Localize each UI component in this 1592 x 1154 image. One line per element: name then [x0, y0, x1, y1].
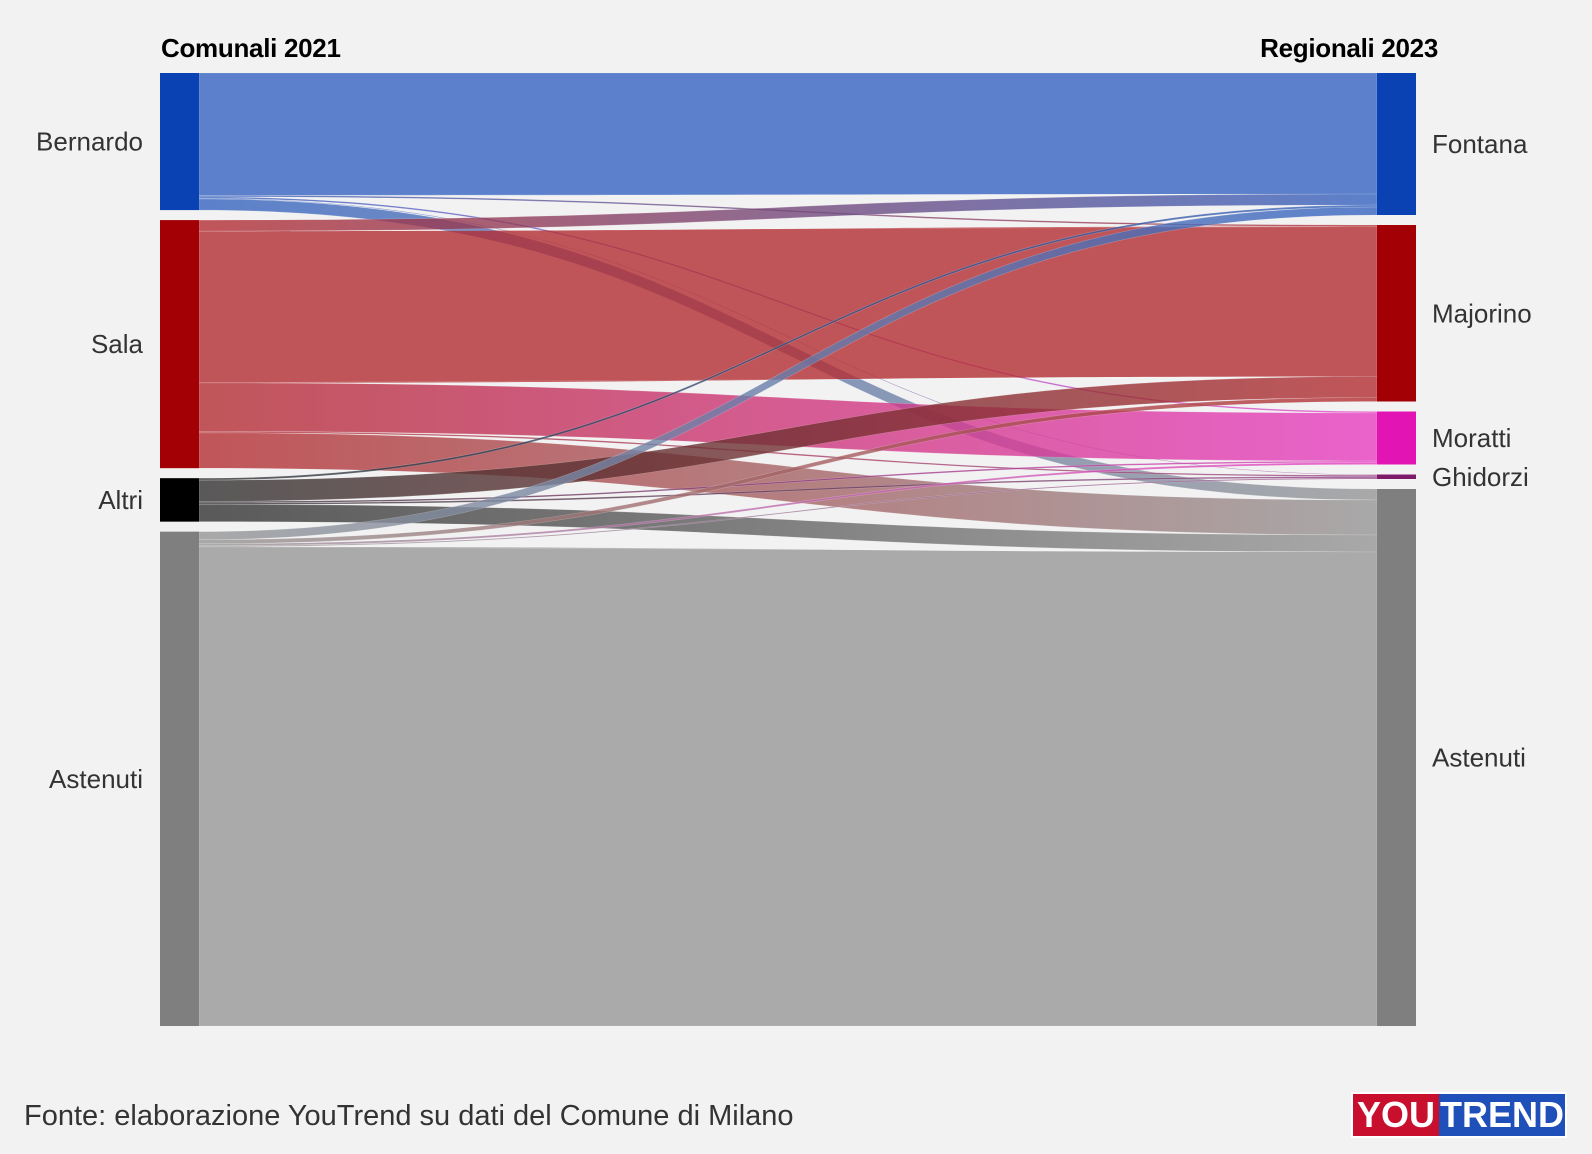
left-node-bernardo [160, 73, 199, 211]
right-node-ghidorzi [1377, 474, 1416, 479]
flow-astenuti-to-astenuti [198, 546, 1378, 1027]
right-column-header: Regionali 2023 [1260, 33, 1438, 63]
left-label-astenuti: Astenuti [49, 764, 143, 794]
source-note: Fonte: elaborazione YouTrend su dati del… [24, 1100, 794, 1132]
right-node-astenuti [1377, 489, 1416, 1026]
right-label-fontana: Fontana [1432, 129, 1528, 159]
left-node-altri [160, 478, 199, 522]
left-node-sala [160, 220, 199, 469]
right-label-moratti: Moratti [1432, 423, 1511, 453]
left-label-sala: Sala [91, 329, 144, 359]
sankey-chart: Bernardo Sala Altri Astenuti Fontana Majorino… [36, 72, 1532, 1027]
left-column-header: Comunali 2021 [161, 33, 341, 63]
left-node-astenuti [160, 531, 199, 1026]
node-labels: Bernardo Sala Altri Astenuti Fontana Majorino… [36, 127, 1532, 794]
logo-you: YOU [1353, 1094, 1439, 1136]
left-label-bernardo: Bernardo [36, 127, 143, 157]
right-node-moratti [1377, 411, 1416, 465]
right-node-majorino [1377, 225, 1416, 402]
youtrend-logo: YOU TREND [1351, 1092, 1567, 1138]
left-label-altri: Altri [98, 485, 143, 515]
flow-sala-to-majorino [198, 226, 1378, 384]
nodes [160, 73, 1416, 1026]
flow-bernardo-to-fontana [198, 72, 1378, 196]
right-label-astenuti: Astenuti [1432, 743, 1526, 773]
flow-links [198, 72, 1378, 1027]
right-label-ghidorzi: Ghidorzi [1432, 462, 1529, 492]
right-node-fontana [1377, 73, 1416, 215]
right-label-majorino: Majorino [1432, 298, 1532, 328]
logo-trend: TREND [1439, 1094, 1565, 1136]
